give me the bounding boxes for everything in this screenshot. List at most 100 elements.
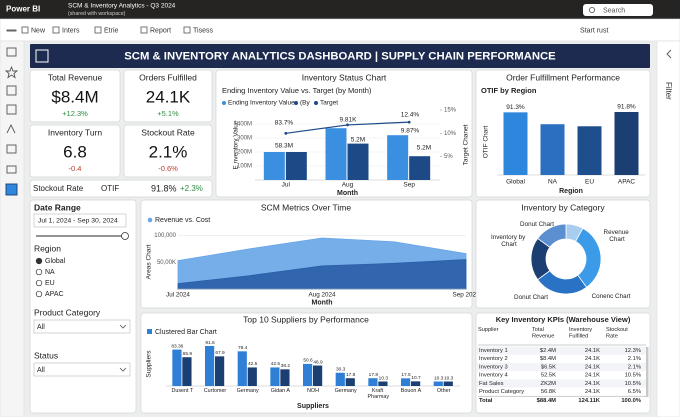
toolbar-item[interactable]: Etrie [104, 27, 119, 34]
table-cell: 2.1% [628, 364, 641, 370]
bar [401, 378, 411, 386]
panel [123, 69, 213, 123]
radio[interactable] [35, 257, 43, 265]
kpi-label: Inventory Turn [48, 127, 103, 137]
x-axis-label: Month [312, 299, 333, 306]
table-cell: 56.8K [541, 389, 556, 395]
bar [205, 346, 215, 386]
table-cell: 24.1K [585, 373, 600, 379]
chevron [119, 367, 127, 372]
nav-icon[interactable] [6, 104, 17, 115]
date-box[interactable] [33, 213, 127, 228]
table-cell: Inventory 3 [479, 364, 508, 370]
filter-pane[interactable] [656, 40, 680, 417]
x-axis-label: Month [337, 190, 358, 197]
value-label: 30.3 [336, 367, 346, 373]
nav-icon[interactable] [6, 29, 17, 32]
filter-label[interactable]: Filter [664, 82, 673, 100]
line-point [407, 120, 411, 124]
value-label: 79.4 [238, 345, 248, 351]
legend-marker [147, 217, 153, 223]
legend-label[interactable]: Ending Inventory Value [228, 100, 295, 107]
nav-icon-active[interactable] [5, 183, 18, 196]
slicer-label: Region [34, 243, 61, 253]
radio-label: NA [45, 269, 55, 276]
value-label: 46.9 [313, 359, 323, 365]
toolbar-item[interactable]: Report [150, 27, 171, 34]
table-row-stripe [477, 362, 647, 372]
x-tick-label: Curtomer [204, 388, 227, 394]
table-header: Inventory Fulfilled [569, 327, 594, 339]
value-label: 17.8 [346, 372, 356, 378]
radio[interactable] [35, 279, 43, 287]
search-box[interactable] [583, 4, 653, 16]
radio[interactable] [35, 290, 43, 298]
collapse-icon[interactable] [666, 49, 672, 59]
kpi-label: Stockout Rate [141, 127, 195, 137]
table-total-cell: 100.0% [621, 398, 641, 404]
bar [303, 363, 313, 386]
legend-label[interactable]: (By [300, 100, 311, 107]
x-tick-label: Dusent T [171, 388, 193, 394]
nav-icon[interactable] [6, 123, 16, 134]
table-cell: 12.3% [625, 348, 641, 354]
toolbar-icon [21, 26, 29, 34]
bar [411, 381, 421, 386]
toolbar-item[interactable]: New [31, 27, 46, 34]
nav-icon[interactable] [4, 65, 19, 79]
legend-label[interactable]: Revenue vs. Cost [155, 217, 210, 224]
slider-knob[interactable] [121, 232, 129, 240]
x-axis-label: Suppliers [297, 403, 329, 410]
report-title: SCM & Inventory Analytics - Q3 2024 [68, 3, 176, 10]
value-label: 50.6 [303, 358, 313, 364]
annotation: 83.7% [275, 120, 294, 127]
legend-label[interactable]: Clustered Bar Chart [155, 329, 217, 336]
x-tick-label: Jul [282, 182, 291, 189]
bar [237, 351, 247, 386]
kpi-value: 24.1K [146, 87, 191, 106]
nav-icon[interactable] [6, 85, 17, 96]
value-label: 10.3 [379, 375, 389, 381]
x-tick-label: Jul 2024 [166, 292, 190, 299]
dropdown[interactable] [33, 319, 131, 334]
kpi-change: +12.3% [62, 109, 88, 118]
annotation: 5.2M [417, 145, 431, 152]
x-tick-label: Other [437, 388, 451, 394]
chart-title: Inventory Status Chart [302, 72, 387, 82]
table-row-stripe [477, 379, 647, 388]
toolbar-item[interactable]: Tisess [193, 27, 213, 34]
nav-icon[interactable] [6, 144, 17, 154]
y-tick-label: 400M [237, 122, 252, 128]
bar [263, 152, 285, 180]
dropdown-value: All [37, 324, 45, 331]
legend-label[interactable]: Target [320, 100, 338, 107]
nav-icon[interactable] [6, 47, 17, 57]
y-axis-label: Areas Chart [146, 244, 153, 279]
radio[interactable] [35, 268, 43, 276]
bar [577, 126, 602, 175]
toolbar-right[interactable]: Start rust [580, 27, 608, 34]
kpi-value: 2.1% [149, 142, 188, 161]
donut-label: Inventory by Chart [491, 234, 527, 248]
kpi-label: Total Revenue [48, 72, 103, 82]
table-cell: 2.1% [628, 356, 641, 362]
radio-label: APAC [45, 291, 64, 298]
value-label: 17.8 [369, 372, 379, 378]
nav-icons [4, 29, 19, 196]
table-cell: 6.5% [628, 389, 641, 395]
x-tick-label: Gidan A [271, 388, 291, 394]
dropdown[interactable] [33, 362, 131, 377]
chart-title: Inventory by Category [521, 202, 605, 212]
table-cell: 24.1K [585, 389, 600, 395]
toolbar-item[interactable]: Inters [62, 27, 80, 34]
table-cell: ZK2M [541, 381, 557, 387]
x-tick-label: Germany [335, 388, 357, 394]
otif-change: +2.3% [180, 184, 203, 193]
value-label: 91.6 [205, 340, 215, 346]
date-value: Jul 1, 2024 - Sep 30, 2024 [38, 217, 118, 224]
dashboard-title: SCM & INVENTORY ANALYTICS DASHBOARD | SU… [124, 50, 556, 62]
nav-icon[interactable] [6, 165, 17, 174]
title-bar [0, 0, 680, 19]
value-label: 91.8% [617, 104, 636, 111]
